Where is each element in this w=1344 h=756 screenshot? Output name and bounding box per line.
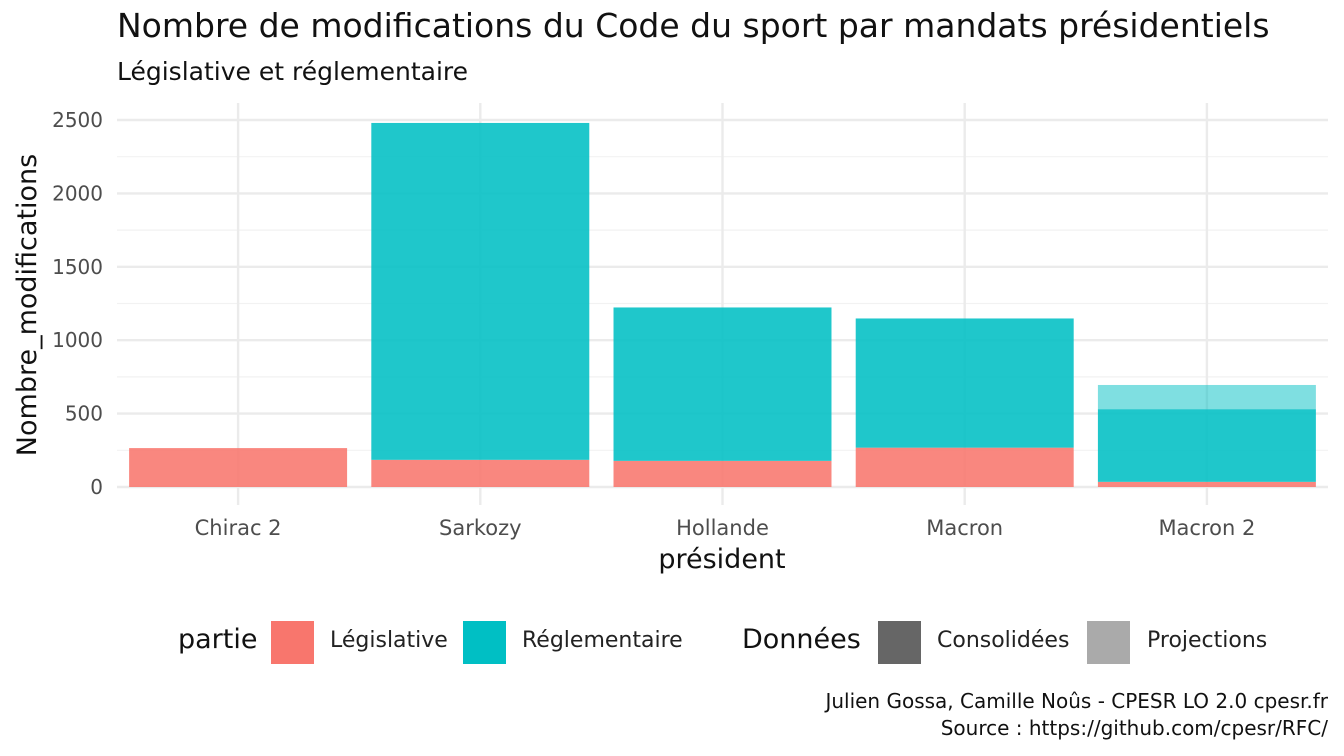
x-tick-label: Macron xyxy=(926,516,1003,540)
bar-reglementaire-consolidees-2 xyxy=(613,307,832,461)
legend-key-reglementaire xyxy=(463,621,506,664)
x-tick-label: Chirac 2 xyxy=(195,516,282,540)
bar-legislative-consolidees-1 xyxy=(371,459,590,487)
y-tick-label: 2500 xyxy=(52,108,103,132)
legend-key-legislative xyxy=(271,621,314,664)
caption-source: Source : https://github.com/cpesr/RFC/ xyxy=(940,716,1328,740)
x-axis-label: président xyxy=(658,544,785,575)
bar-reglementaire-consolidees-4 xyxy=(1097,409,1316,482)
chart-title: Nombre de modifications du Code du sport… xyxy=(117,6,1270,45)
caption-authors: Julien Gossa, Camille Noûs - CPESR LO 2.… xyxy=(825,689,1328,713)
bar-legislative-consolidees-3 xyxy=(855,447,1074,487)
y-tick-label: 0 xyxy=(90,475,103,499)
legend-label-projections: Projections xyxy=(1147,628,1268,653)
legend-label-legislative: Législative xyxy=(330,628,448,653)
x-tick-label: Hollande xyxy=(676,516,769,540)
legend-title-partie: partie xyxy=(178,624,258,655)
legend-key-projections xyxy=(1087,621,1130,664)
x-axis-ticks: Chirac 2 Sarkozy Hollande Macron Macron 2 xyxy=(195,516,1256,540)
legend: partie Législative Réglementaire Données… xyxy=(0,614,1344,670)
x-tick-label: Macron 2 xyxy=(1158,516,1255,540)
legend-label-reglementaire: Réglementaire xyxy=(522,628,683,653)
chart-subtitle: Législative et réglementaire xyxy=(117,57,469,86)
legend-label-consolidees: Consolidées xyxy=(937,628,1070,653)
caption: Julien Gossa, Camille Noûs - CPESR LO 2.… xyxy=(825,688,1328,742)
bar-reglementaire-projections-4 xyxy=(1097,384,1316,410)
y-tick-label: 1500 xyxy=(52,255,103,279)
bar-reglementaire-consolidees-3 xyxy=(855,318,1074,448)
legend-key-consolidees xyxy=(878,621,921,664)
y-axis-ticks: 0 500 1000 1500 2000 2500 xyxy=(52,108,103,499)
y-axis-label: Nombre_modifications xyxy=(12,154,43,456)
y-tick-label: 500 xyxy=(65,402,103,426)
bar-reglementaire-consolidees-1 xyxy=(371,122,590,460)
y-tick-label: 1000 xyxy=(52,328,103,352)
bar-legislative-consolidees-0 xyxy=(129,448,348,487)
legend-title-donnees: Données xyxy=(742,624,861,655)
y-tick-label: 2000 xyxy=(52,181,103,205)
x-tick-label: Sarkozy xyxy=(439,516,522,540)
bars xyxy=(129,122,1316,487)
bar-legislative-consolidees-2 xyxy=(613,460,832,487)
bar-legislative-consolidees-4 xyxy=(1097,481,1316,487)
